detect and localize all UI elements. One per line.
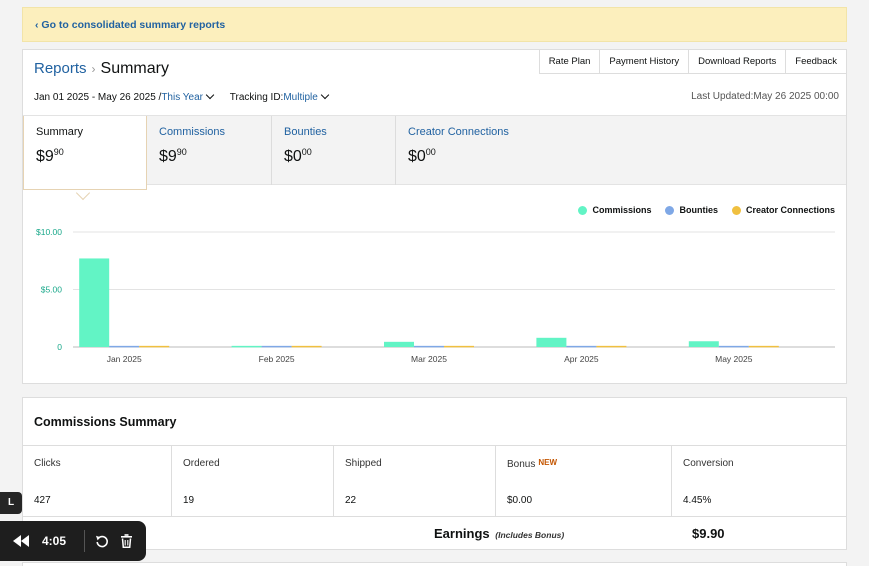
rate-plan-button[interactable]: Rate Plan [538,49,601,74]
tab-amount: $000 [284,147,312,165]
x-tick-label: Mar 2025 [411,354,447,364]
x-tick-label: Jan 2025 [107,354,142,364]
legend-dot [665,205,675,215]
x-tick-label: May 2025 [715,354,753,364]
legend-dot [578,205,588,215]
page-title: Summary [100,60,169,77]
bar [261,345,292,348]
x-tick-label: Feb 2025 [259,354,295,364]
metric-value: 19 [183,495,195,506]
trash-icon[interactable] [115,530,137,552]
commissions-summary-card: Commissions Summary Clicks 427 Ordered 1… [22,397,847,550]
bar [718,345,749,348]
bar [596,345,627,348]
bar [291,345,322,348]
metric-label: Clicks [34,458,61,469]
bar [231,345,262,348]
consolidated-reports-link[interactable]: ‹ Go to consolidated summary reports [35,19,226,31]
metric-value: $0.00 [507,495,533,506]
payment-history-button[interactable]: Payment History [599,49,690,74]
period-dropdown[interactable]: This Year [161,92,204,103]
metric-ordered: Ordered 19 [172,446,334,516]
feedback-button[interactable]: Feedback [785,49,847,74]
legend-dot [731,205,741,215]
bar [384,341,414,347]
metric-bonus: Bonus NEW $0.00 [496,446,672,516]
y-tick-label: 0 [57,342,62,352]
chart-legend: Commissions Bounties Creator Connections [564,205,835,215]
bar [139,345,170,348]
earnings-note: (Includes Bonus) [495,530,565,540]
chevron-down-icon[interactable] [205,90,215,100]
metric-label: Conversion [683,458,734,469]
recorder-badge[interactable]: L [0,492,22,514]
legend-item-bounties[interactable]: Bounties [665,205,718,215]
summary-metrics: Clicks 427 Ordered 19 Shipped 22 Bonus NE… [23,445,846,517]
report-actions: Rate Plan Payment History Download Repor… [538,49,847,74]
bar [414,345,444,348]
bar [536,337,567,347]
metric-clicks: Clicks 427 [23,446,172,516]
restart-icon[interactable] [91,530,113,552]
metric-conversion: Conversion 4.45% [672,446,846,516]
consolidated-banner: ‹ Go to consolidated summary reports [22,7,847,42]
bar [109,345,140,348]
tracking-id-dropdown[interactable]: Multiple [283,92,318,103]
metric-label: Bonus NEW [507,458,558,470]
divider [84,530,85,552]
x-tick-label: Apr 2025 [564,354,599,364]
tracking-id-label: Tracking ID: [229,92,284,103]
rewind-icon[interactable] [10,530,32,552]
tab-amount: $990 [159,147,187,165]
y-tick-label: $5.00 [41,285,63,295]
tab-summary[interactable]: Summary $990 [23,116,147,190]
legend-item-commissions[interactable]: Commissions [578,205,651,215]
last-updated: Last Updated:May 26 2025 00:00 [691,91,839,102]
legend-item-creator-connections[interactable]: Creator Connections [731,205,835,215]
metric-value: 4.45% [683,495,712,506]
metric-value: 22 [345,495,357,506]
bar [444,345,474,348]
recording-player: 4:05 [0,521,146,561]
new-badge: NEW [538,458,558,467]
bar [748,345,779,348]
date-range: Jan 01 2025 - May 26 2025 / [34,92,162,103]
y-tick-label: $10.00 [36,227,62,237]
next-section-card [22,562,847,566]
bar [79,258,110,347]
tab-label: Summary [36,126,84,138]
bar [688,341,719,347]
metric-shipped: Shipped 22 [334,446,496,516]
chevron-down-icon[interactable] [320,90,330,100]
download-reports-button[interactable]: Download Reports [688,49,787,74]
metric-label: Shipped [345,458,382,469]
tab-amount: $990 [36,147,64,165]
tab-label: Commissions [159,126,226,138]
earnings-label: Earnings (Includes Bonus) [434,526,565,541]
metric-label: Ordered [183,458,220,469]
metric-value: 427 [34,495,51,506]
section-title: Commissions Summary [34,415,177,429]
summary-tabs: Summary $990 Commissions $990 Bounties $… [23,115,846,201]
breadcrumb: Reports › Summary [34,60,169,78]
tab-creator-connections[interactable]: Creator Connections $000 [396,116,846,185]
tab-bounties[interactable]: Bounties $000 [272,116,396,185]
tab-commissions[interactable]: Commissions $990 [147,116,272,185]
earnings-bar-chart: $10.00 $5.00 0 Jan 2025 Feb 2025 Mar 2025 Apr … [36,227,835,364]
tab-label: Bounties [284,126,327,138]
summary-report-card: Reports › Summary Rate Plan Payment Histor… [22,49,847,384]
report-filters: Jan 01 2025 - May 26 2025 /This Year Tra… [34,90,332,103]
breadcrumb-separator: › [91,62,96,76]
tab-amount: $000 [408,147,436,165]
bar [566,345,597,348]
recording-time: 4:05 [42,534,67,548]
tab-label: Creator Connections [408,126,509,138]
breadcrumb-reports-link[interactable]: Reports [34,60,87,77]
earnings-value: $9.90 [692,526,725,541]
